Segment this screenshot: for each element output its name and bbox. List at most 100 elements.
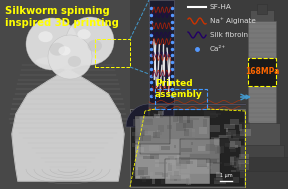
Bar xyxy=(188,177,191,185)
Bar xyxy=(216,114,218,117)
Bar xyxy=(174,171,179,176)
Bar xyxy=(240,145,284,159)
Ellipse shape xyxy=(50,43,65,56)
Bar xyxy=(157,130,160,137)
Bar xyxy=(232,161,241,167)
Text: Ca²⁺: Ca²⁺ xyxy=(210,46,226,52)
Bar xyxy=(176,160,181,167)
Bar xyxy=(216,173,221,177)
Bar xyxy=(179,157,190,164)
Bar xyxy=(234,166,237,168)
Ellipse shape xyxy=(48,35,92,79)
Bar xyxy=(136,115,139,119)
Bar xyxy=(233,134,244,139)
Bar xyxy=(203,119,206,127)
Bar xyxy=(138,128,148,134)
Bar xyxy=(135,147,144,152)
Bar xyxy=(130,109,245,187)
Bar xyxy=(167,172,177,175)
Bar xyxy=(174,145,176,148)
Ellipse shape xyxy=(77,29,91,39)
Polygon shape xyxy=(12,61,124,181)
Bar xyxy=(179,116,190,123)
Bar xyxy=(143,156,154,159)
Bar xyxy=(218,135,228,138)
Bar xyxy=(186,178,189,184)
Bar xyxy=(230,157,234,165)
Bar xyxy=(150,154,159,159)
Bar xyxy=(173,116,178,122)
Bar xyxy=(238,163,249,170)
Bar xyxy=(230,141,241,147)
Ellipse shape xyxy=(68,56,81,67)
Bar xyxy=(226,128,228,132)
Ellipse shape xyxy=(66,17,114,65)
Bar xyxy=(197,164,206,167)
Bar xyxy=(153,132,160,138)
Bar xyxy=(155,160,159,167)
Bar xyxy=(170,175,181,181)
Bar xyxy=(149,146,159,151)
Bar xyxy=(240,129,251,136)
Bar xyxy=(187,118,199,120)
Bar xyxy=(153,113,156,118)
Bar xyxy=(209,158,220,160)
Bar xyxy=(172,172,177,176)
Bar xyxy=(236,158,239,166)
Bar xyxy=(240,154,249,159)
Bar xyxy=(236,157,288,171)
Bar xyxy=(142,177,146,182)
Bar xyxy=(214,178,223,181)
Bar xyxy=(144,131,155,136)
Bar xyxy=(154,132,162,135)
Bar xyxy=(217,146,224,153)
Bar xyxy=(211,137,220,142)
Bar xyxy=(149,0,174,104)
Bar xyxy=(155,89,207,109)
Bar xyxy=(213,162,222,164)
Bar xyxy=(168,163,173,171)
Bar xyxy=(138,167,148,175)
Bar xyxy=(215,147,221,154)
Bar xyxy=(210,125,220,132)
Bar xyxy=(228,133,231,139)
Text: Na⁺ Alginate: Na⁺ Alginate xyxy=(210,18,256,24)
Bar xyxy=(170,158,175,165)
Bar xyxy=(197,159,207,167)
Bar xyxy=(224,163,232,166)
Bar xyxy=(133,170,144,176)
Bar xyxy=(180,139,220,174)
Polygon shape xyxy=(126,104,174,127)
Text: Silkworm spinning
inspired 3D printing: Silkworm spinning inspired 3D printing xyxy=(5,6,119,28)
Bar xyxy=(191,142,194,145)
Bar xyxy=(168,125,173,129)
Bar xyxy=(224,124,235,129)
Bar xyxy=(177,116,181,121)
Bar xyxy=(133,119,140,126)
Bar xyxy=(230,156,236,162)
Bar xyxy=(177,155,181,162)
Bar xyxy=(250,10,274,24)
Bar xyxy=(206,144,215,151)
Bar xyxy=(240,171,245,178)
Bar xyxy=(158,125,164,132)
Bar xyxy=(230,119,239,125)
Bar xyxy=(132,132,140,136)
Bar xyxy=(168,156,174,159)
Bar xyxy=(257,4,267,14)
Bar xyxy=(152,178,155,184)
Bar xyxy=(238,160,249,164)
Bar xyxy=(140,116,210,154)
Bar xyxy=(239,122,250,129)
Bar xyxy=(146,118,152,122)
Bar xyxy=(215,181,226,184)
Bar xyxy=(239,124,242,131)
Bar xyxy=(135,116,170,144)
Bar xyxy=(199,127,207,134)
Bar xyxy=(154,114,160,118)
Bar xyxy=(140,130,145,136)
Bar xyxy=(230,141,235,143)
Bar xyxy=(181,148,192,152)
Bar xyxy=(204,111,216,118)
Bar xyxy=(156,162,167,164)
